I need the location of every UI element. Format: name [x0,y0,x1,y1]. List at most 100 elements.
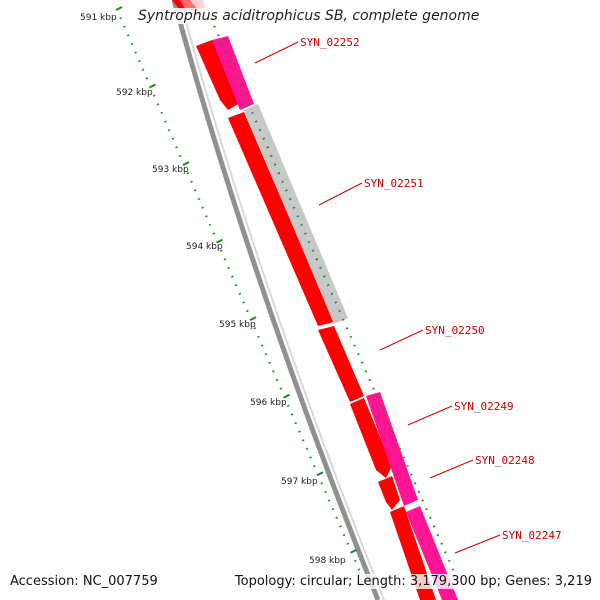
minor-tick [279,387,283,390]
minor-tick [406,464,409,468]
gene-label-syn02247[interactable]: SYN_02247 [502,529,562,542]
minor-tick [360,361,364,364]
minor-tick [247,103,250,106]
gene-label-syn02250[interactable]: SYN_02250 [425,324,485,337]
minor-tick [145,77,149,80]
minor-tick [383,413,387,416]
minor-tick [327,499,331,502]
minor-tick [272,370,275,373]
minor-tick [364,370,368,373]
gene-arrow-red-1 [196,40,240,110]
major-tick [283,393,290,399]
major-tick [115,6,123,11]
minor-tick [300,223,303,227]
gene-label-syn02248[interactable]: SYN_02248 [475,454,535,467]
scale-label-591: 591 kbp [80,13,117,23]
minor-tick [251,111,254,115]
scale-label-594: 594 kbp [186,242,223,252]
minor-tick [167,128,171,132]
minor-tick [417,490,421,494]
minor-tick [260,344,264,347]
minor-tick [451,568,455,571]
gene-label-syn02252[interactable]: SYN_02252 [300,36,360,49]
minor-tick [253,327,257,330]
minor-tick [119,16,123,20]
minor-tick [231,275,234,278]
minor-tick [224,51,228,54]
minor-tick [219,249,223,252]
minor-tick [232,68,235,71]
minor-tick [268,361,271,364]
minor-tick [223,258,227,261]
label-connector-syn02252 [254,41,299,64]
label-connector-syn02251 [318,182,363,206]
minor-tick [130,42,134,46]
minor-tick [208,223,212,227]
gene-gray-1 [244,104,348,324]
minor-tick [391,430,394,433]
minor-tick [164,120,167,123]
scale-label-592: 592 kbp [116,88,153,98]
gene-label-syn02251[interactable]: SYN_02251 [364,177,424,190]
scale-label-596: 596 kbp [250,398,287,408]
gene-label-syn02249[interactable]: SYN_02249 [454,400,514,413]
label-connector-syn02248 [429,459,474,479]
minor-tick [134,51,137,54]
genome-title: Syntrophus aciditrophicus SB, complete g… [135,8,483,24]
gene-magenta-1 [212,36,254,110]
minor-tick [228,60,232,63]
minor-tick [341,318,345,321]
minor-tick [213,25,216,28]
minor-tick [346,542,350,545]
minor-tick [152,94,156,97]
gene-magenta-2 [366,392,418,506]
minor-tick [379,404,383,407]
minor-tick [307,240,311,244]
major-tick [316,471,324,477]
minor-tick [331,508,335,511]
minor-tick [243,94,247,97]
minor-tick [245,309,249,313]
minor-tick [275,378,279,382]
major-tick [249,316,257,322]
minor-tick [288,197,292,201]
minor-tick [258,128,262,132]
minor-tick [353,559,357,563]
minor-tick [398,447,402,451]
minor-tick [160,111,164,115]
minor-tick [217,34,220,37]
minor-tick [175,146,178,149]
genome-backbone-inner [179,0,385,600]
minor-tick [402,456,406,459]
minor-tick [286,404,290,407]
minor-tick [309,456,312,459]
minor-tick [421,499,425,502]
minor-tick [368,378,372,382]
minor-tick [156,103,160,106]
minor-tick [285,189,288,192]
minor-tick [238,292,242,295]
minor-tick [330,292,334,295]
minor-tick [410,473,413,476]
minor-tick [413,482,417,485]
minor-tick [138,60,141,63]
minor-tick [190,180,193,183]
minor-tick [178,154,182,158]
minor-tick [324,490,327,494]
minor-tick [254,120,258,123]
scale-label-597: 597 kbp [281,477,318,487]
minor-tick [428,516,432,519]
minor-tick [239,85,243,89]
minor-tick [357,352,360,356]
minor-tick [387,421,390,425]
minor-tick [171,137,175,140]
genome-backbone-outer [171,0,381,600]
scale-tick-track [115,6,455,571]
topology-text: Topology: circular; Length: 3,179,300 bp… [232,574,594,589]
minor-tick [281,180,285,183]
label-connector-syn02249 [407,405,453,426]
minor-tick [266,146,269,149]
minor-tick [335,516,338,519]
minor-tick [342,533,346,537]
